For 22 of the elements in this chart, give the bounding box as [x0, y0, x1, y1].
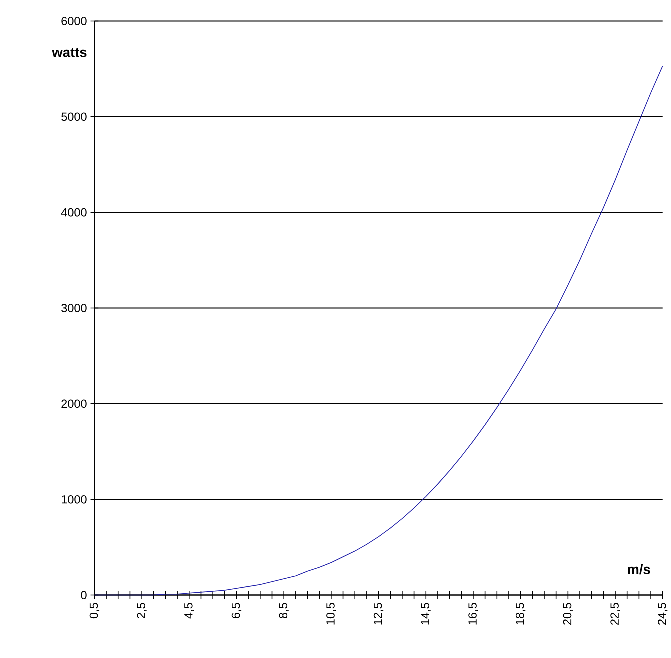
x-tick-label: 0,5: [90, 602, 100, 618]
x-tick-label: 18,5: [516, 602, 526, 624]
x-tick-label: 8,5: [279, 602, 289, 618]
x-tick-label: 6,5: [232, 602, 242, 618]
x-tick-label: 14,5: [421, 602, 431, 624]
x-tick-label: 22,5: [610, 602, 620, 625]
x-axis-title: m/s: [628, 564, 650, 574]
y-tick-label: 1000: [62, 495, 87, 504]
y-tick-label: 6000: [62, 16, 87, 26]
x-tick-label: 4,5: [184, 602, 194, 619]
x-tick-label: 12,5: [374, 602, 384, 624]
y-tick-label: 0: [81, 590, 87, 600]
x-tick-label: 2,5: [137, 602, 147, 618]
y-tick-label: 3000: [62, 304, 87, 312]
y-axis-title: watts: [52, 48, 87, 58]
x-tick-label: 20,5: [563, 602, 574, 625]
y-tick-label: 5000: [62, 112, 87, 121]
x-tick-label: 10,5: [326, 602, 336, 624]
y-tick-label: 2000: [62, 400, 87, 408]
x-tick-label: 16,5: [468, 602, 478, 624]
y-tick-label: 4000: [61, 208, 87, 217]
x-tick-label: 24,5: [658, 602, 668, 625]
